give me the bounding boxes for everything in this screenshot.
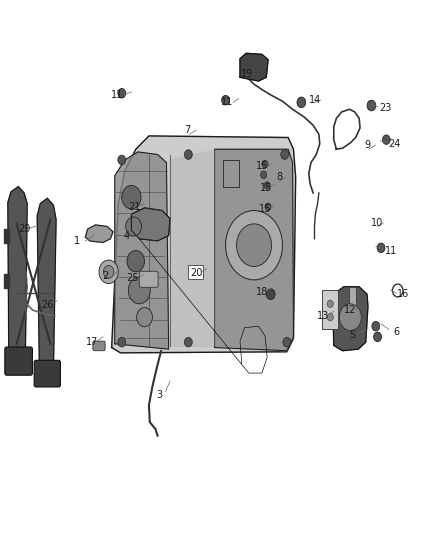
- Polygon shape: [112, 136, 296, 353]
- Polygon shape: [115, 152, 169, 349]
- Circle shape: [327, 300, 333, 308]
- Circle shape: [184, 150, 192, 159]
- Circle shape: [128, 277, 150, 304]
- FancyBboxPatch shape: [322, 290, 338, 329]
- Polygon shape: [240, 53, 268, 81]
- Circle shape: [382, 135, 390, 144]
- Circle shape: [374, 332, 381, 342]
- Circle shape: [122, 185, 141, 209]
- Text: 6: 6: [393, 327, 399, 336]
- Text: 25: 25: [126, 273, 138, 283]
- Circle shape: [266, 289, 275, 300]
- Text: 13: 13: [317, 311, 329, 320]
- Text: 2: 2: [102, 271, 108, 280]
- Circle shape: [262, 160, 268, 168]
- Text: 20: 20: [190, 268, 202, 278]
- Text: 24: 24: [388, 139, 400, 149]
- FancyBboxPatch shape: [349, 287, 356, 322]
- Circle shape: [118, 155, 126, 165]
- Text: 17: 17: [86, 337, 98, 347]
- FancyBboxPatch shape: [93, 341, 105, 351]
- Circle shape: [372, 321, 380, 331]
- Circle shape: [237, 224, 272, 266]
- Text: 15: 15: [256, 161, 268, 171]
- Circle shape: [297, 97, 306, 108]
- Circle shape: [265, 203, 271, 211]
- Text: 10: 10: [371, 218, 383, 228]
- Text: 11: 11: [385, 246, 397, 255]
- Circle shape: [99, 260, 118, 284]
- FancyBboxPatch shape: [5, 347, 32, 375]
- Polygon shape: [37, 198, 56, 373]
- Circle shape: [127, 251, 145, 272]
- Text: 19: 19: [241, 69, 254, 78]
- Circle shape: [126, 217, 141, 236]
- Text: 8: 8: [276, 172, 283, 182]
- Text: 18: 18: [256, 287, 268, 297]
- Text: 11: 11: [111, 90, 124, 100]
- Circle shape: [222, 95, 230, 105]
- Text: 4: 4: [124, 231, 130, 241]
- Text: 12: 12: [344, 305, 357, 315]
- Polygon shape: [4, 274, 9, 288]
- Text: 15: 15: [259, 204, 271, 214]
- Circle shape: [377, 243, 385, 253]
- FancyBboxPatch shape: [139, 271, 158, 287]
- Text: 1: 1: [74, 236, 80, 246]
- Circle shape: [367, 100, 376, 111]
- Text: 23: 23: [379, 103, 392, 112]
- Circle shape: [261, 171, 267, 179]
- Circle shape: [184, 337, 192, 347]
- Text: 5: 5: [350, 330, 356, 340]
- Circle shape: [118, 88, 126, 98]
- Text: 21: 21: [129, 202, 141, 212]
- Text: 7: 7: [184, 125, 191, 135]
- Text: 11: 11: [221, 98, 233, 107]
- Text: 14: 14: [309, 95, 321, 105]
- Text: 15: 15: [260, 183, 272, 192]
- Circle shape: [281, 150, 289, 159]
- Polygon shape: [85, 225, 113, 243]
- Circle shape: [103, 265, 114, 278]
- FancyBboxPatch shape: [34, 360, 60, 387]
- Polygon shape: [333, 287, 368, 351]
- Circle shape: [283, 337, 291, 347]
- Polygon shape: [170, 150, 214, 346]
- Circle shape: [264, 182, 270, 189]
- Text: 3: 3: [157, 391, 163, 400]
- Polygon shape: [131, 208, 170, 241]
- Text: 16: 16: [397, 289, 409, 299]
- Text: 29: 29: [18, 224, 30, 234]
- Circle shape: [137, 308, 152, 327]
- Circle shape: [118, 337, 126, 347]
- Polygon shape: [8, 187, 27, 357]
- Polygon shape: [4, 229, 9, 243]
- Circle shape: [327, 313, 333, 321]
- Circle shape: [226, 211, 283, 280]
- Text: 26: 26: [41, 300, 53, 310]
- FancyBboxPatch shape: [188, 265, 203, 279]
- Polygon shape: [215, 149, 293, 351]
- Text: 9: 9: [364, 140, 370, 150]
- Circle shape: [339, 304, 361, 330]
